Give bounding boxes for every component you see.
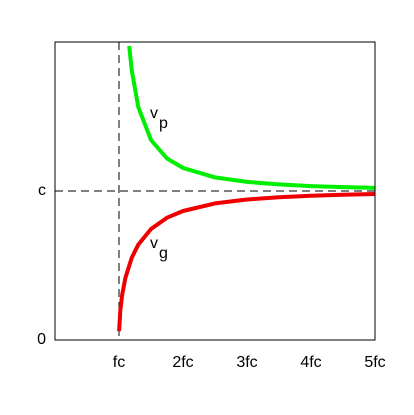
x-tick-label: 3fc	[236, 354, 257, 371]
series-label-main: v	[150, 235, 158, 252]
x-tick-label: fc	[113, 354, 125, 371]
series-line	[117, 192, 376, 332]
x-tick-label: 5fc	[364, 354, 385, 371]
plot-frame	[54, 41, 376, 341]
series-label: vp	[150, 105, 168, 132]
series-line	[127, 45, 376, 190]
y-tick-label: 0	[37, 331, 46, 348]
x-tick-label: 2fc	[172, 354, 193, 371]
y-tick-label: c	[38, 182, 46, 199]
x-tick-label: 4fc	[300, 354, 321, 371]
series-label-sub: g	[159, 245, 168, 262]
series-label-main: v	[150, 105, 158, 122]
series-label-sub: p	[159, 115, 168, 132]
series-label: vg	[150, 235, 168, 262]
